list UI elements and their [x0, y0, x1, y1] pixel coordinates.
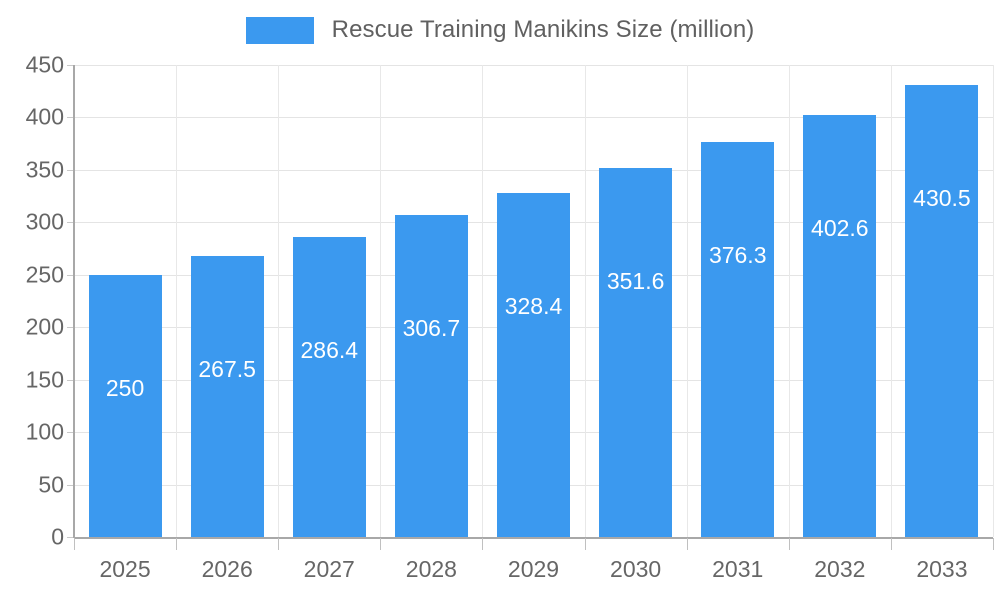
- y-axis-tick-mark: [67, 117, 73, 119]
- bar-2030[interactable]: [599, 168, 673, 537]
- bar-2031[interactable]: [701, 142, 775, 537]
- y-axis-tick-mark: [67, 327, 73, 329]
- x-axis-tick-label: 2032: [814, 556, 866, 582]
- bar-value-label: 351.6: [606, 268, 665, 295]
- gridline-vertical: [380, 65, 382, 537]
- x-axis-tick-label: 2033: [916, 556, 968, 582]
- x-axis-tick-mark: [686, 538, 688, 550]
- bar-value-label: 402.6: [811, 214, 869, 241]
- bar-value-label: 306.7: [402, 315, 461, 342]
- y-axis-tick-label: 400: [25, 103, 64, 130]
- x-axis-tick-label: 2030: [610, 556, 662, 582]
- x-axis-line: [74, 537, 993, 539]
- y-axis-tick-mark: [67, 222, 73, 224]
- x-axis-tick-mark: [380, 538, 382, 550]
- x-axis-tick-mark: [176, 538, 178, 550]
- bar-2026[interactable]: [190, 256, 264, 537]
- x-axis-tick-mark: [278, 538, 280, 550]
- x-axis-tick-mark: [584, 538, 586, 550]
- y-axis-tick-mark: [67, 537, 73, 538]
- gridline-vertical: [890, 65, 892, 537]
- y-axis-tick-mark: [67, 65, 73, 66]
- y-axis-tick-mark: [67, 274, 73, 276]
- x-axis-tick-label: 2026: [201, 556, 253, 582]
- y-axis-tick-label: 350: [25, 156, 64, 183]
- bar-2027[interactable]: [292, 236, 366, 537]
- x-axis-tick-label: 2027: [303, 556, 355, 582]
- y-axis-tick-label: 300: [25, 208, 64, 235]
- y-axis-tick-label: 200: [25, 313, 64, 340]
- gridline-vertical: [686, 65, 688, 537]
- bar-value-label: 328.4: [504, 292, 563, 319]
- y-axis-line: [73, 65, 75, 538]
- gridline-vertical: [993, 65, 994, 537]
- y-axis-tick-label: 250: [25, 261, 64, 288]
- y-axis-tick-mark: [67, 432, 73, 434]
- y-axis-tick-label: 450: [25, 51, 64, 78]
- y-axis-tick-label: 50: [38, 471, 64, 498]
- x-axis-tick-mark: [890, 538, 892, 550]
- bar-2032[interactable]: [803, 114, 877, 537]
- bar-value-label: 286.4: [300, 336, 359, 363]
- gridline-vertical: [584, 65, 586, 537]
- gridline-vertical: [176, 65, 178, 537]
- legend-item-rescue-training-manikins[interactable]: Rescue Training Manikins Size (million): [245, 16, 755, 44]
- x-axis-tick-label: 2028: [405, 556, 457, 582]
- bar-2029[interactable]: [496, 192, 570, 537]
- bar-value-label: 267.5: [198, 356, 256, 383]
- x-axis-tick-label: 2029: [507, 556, 560, 582]
- bar-value-label: 376.3: [708, 242, 767, 269]
- bar-value-label: 250: [105, 374, 145, 401]
- gridline-vertical: [788, 65, 790, 537]
- gridline-horizontal: [74, 65, 993, 66]
- legend-color-swatch-icon: [245, 16, 314, 44]
- x-axis-tick-mark: [993, 538, 994, 550]
- x-axis-tick-mark: [788, 538, 790, 550]
- gridline-vertical: [278, 65, 280, 537]
- x-axis-tick-mark: [482, 538, 484, 550]
- y-axis-tick-mark: [67, 484, 73, 486]
- x-axis-tick-label: 2025: [99, 556, 151, 582]
- bar-value-label: 430.5: [913, 185, 971, 212]
- legend-label: Rescue Training Manikins Size (million): [331, 16, 755, 43]
- bar-2033[interactable]: [905, 85, 979, 537]
- gridline-horizontal: [74, 169, 993, 171]
- bar-2025[interactable]: [88, 274, 162, 537]
- y-axis-tick-label: 100: [25, 418, 64, 445]
- gridline-vertical: [482, 65, 484, 537]
- y-axis-tick-label: 0: [51, 523, 64, 550]
- y-axis-tick-label: 150: [25, 366, 64, 393]
- y-axis-tick-mark: [67, 169, 73, 171]
- y-axis-tick-mark: [67, 379, 73, 381]
- gridline-horizontal: [74, 117, 993, 119]
- chart-legend: Rescue Training Manikins Size (million): [0, 10, 1000, 50]
- x-axis-tick-label: 2031: [712, 556, 764, 582]
- bar-2028[interactable]: [394, 215, 468, 537]
- x-axis-tick-mark: [74, 538, 75, 550]
